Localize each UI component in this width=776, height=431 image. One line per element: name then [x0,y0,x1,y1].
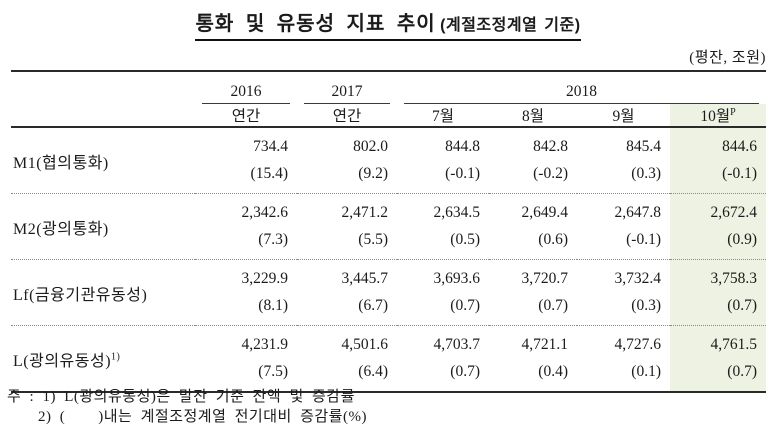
cell-m2-sep: 2,647.8 (-0.1) [614,203,662,249]
period-header-sep: 9월 [577,104,670,128]
period-header-jul: 7월 [397,104,489,128]
indicator-table-area: 2016 2017 2018 연간 연간 7월 8월 9월 10월P M1(협의… [11,70,766,393]
indicator-table: 2016 2017 2018 연간 연간 7월 8월 9월 10월P M1(협의… [11,70,766,393]
cell-m1-jul: 844.8 (-0.1) [445,137,480,183]
cell-l-jul: 4,703.7 (0.7) [433,335,481,381]
row-label-sup: 1) [111,351,121,363]
table-row-m1: M1(협의통화) 734.4 (15.4) 802.0 (9.2) 844.8 (-0… [11,127,766,194]
cell-m2-oct: 2,672.4 (0.9) [670,193,766,260]
cell-lf-jul: 3,693.6 (0.7) [433,269,481,315]
period-header-row: 연간 연간 7월 8월 9월 10월P [11,104,766,128]
cell-lf-sep: 3,732.4 (0.3) [614,269,662,315]
year-header-2016: 2016 [195,71,297,104]
corner-cell [11,71,195,104]
cell-m2-2017: 2,471.2 (5.5) [341,203,389,249]
cell-m1-aug: 842.8 (-0.2) [533,137,568,183]
cell-lf-2016: 3,229.9 (8.1) [241,269,289,315]
table-row-lf: Lf(금융기관유동성) 3,229.9 (8.1) 3,445.7 (6.7) 3,… [11,259,766,326]
year-header-2018: 2018 [397,71,766,104]
cell-l-aug: 4,721.1 (0.4) [521,335,569,381]
row-label-m1: M1(협의통화) [13,154,109,172]
cell-lf-2017: 3,445.7 (6.7) [341,269,389,315]
cell-lf-aug: 3,720.7 (0.7) [521,269,569,315]
cell-lf-oct: 3,758.3 (0.7) [670,259,766,326]
row-label-l: L(광의유동성)1) [13,351,121,370]
footnote-1: 주 : 1) L(광의유동성)은 말잔 기준 잔액 및 증감률 [7,389,355,405]
title-sub-text: (계절조정계열 기준) [440,17,581,34]
row-label-lf: Lf(금융기관유동성) [13,286,148,304]
period-header-aug: 8월 [489,104,577,128]
cell-l-sep: 4,727.6 (0.1) [614,335,662,381]
footnote-2: 2) ( )내는 계절조정계열 전기대비 증감률(%) [38,408,367,425]
unit-note: (평잔, 조원) [689,50,766,66]
period-header-oct-provisional: 10월P [670,104,766,128]
table-row-l: L(광의유동성)1) 4,231.9 (7.5) 4,501.6 (6.4) 4,7… [11,325,766,392]
cell-m1-2016: 734.4 (15.4) [250,137,288,183]
title-underlined: 통화 및 유동성 지표 추이 (계절조정계열 기준) [195,7,581,41]
year-header-2017: 2017 [297,71,397,104]
title-main-text: 통화 및 유동성 지표 추이 [195,13,436,35]
cell-m2-aug: 2,649.4 (0.6) [521,203,569,249]
cell-l-2017: 4,501.6 (6.4) [341,335,389,381]
year-header-row: 2016 2017 2018 [11,71,766,104]
cell-m1-sep: 845.4 (0.3) [626,137,661,183]
cell-l-2016: 4,231.9 (7.5) [241,335,289,381]
cell-m2-jul: 2,634.5 (0.5) [433,203,481,249]
cell-m2-2016: 2,342.6 (7.3) [241,203,289,249]
page-title: 통화 및 유동성 지표 추이 (계절조정계열 기준) [0,7,776,41]
footnotes: 주 : 1) L(광의유동성)은 말잔 기준 잔액 및 증감률 2) ( )내는… [7,388,367,427]
cell-m1-2017: 802.0 (9.2) [353,137,388,183]
provisional-superscript: P [730,106,736,118]
period-header-2016-annual: 연간 [195,104,297,128]
cell-l-oct: 4,761.5 (0.7) [670,325,766,392]
row-label-m2: M2(광의통화) [13,220,109,238]
corner-cell-2 [11,104,195,128]
table-row-m2: M2(광의통화) 2,342.6 (7.3) 2,471.2 (5.5) 2,634… [11,193,766,260]
period-header-2017-annual: 연간 [297,104,397,128]
cell-m1-oct: 844.6 (-0.1) [670,127,766,194]
